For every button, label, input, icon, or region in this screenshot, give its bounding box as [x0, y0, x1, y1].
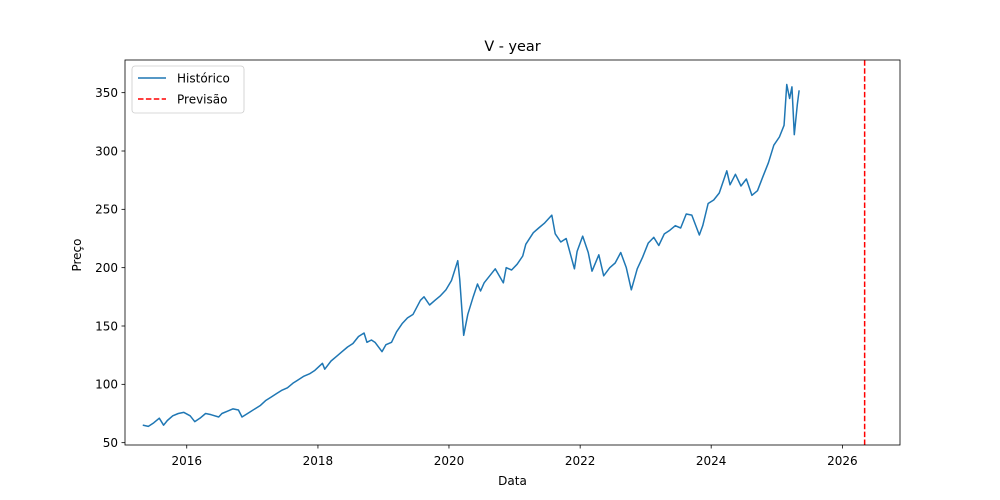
x-axis-label: Data — [498, 474, 527, 488]
x-tick-label: 2024 — [696, 454, 727, 468]
y-tick-label: 300 — [95, 144, 118, 158]
y-tick-label: 350 — [95, 86, 118, 100]
y-tick-label: 200 — [95, 261, 118, 275]
plot-frame — [124, 59, 901, 446]
legend: Histórico Previsão — [131, 65, 245, 114]
x-tick-label: 2016 — [171, 454, 202, 468]
y-tick-label: 150 — [95, 319, 118, 333]
x-tick-label: 2020 — [434, 454, 465, 468]
y-tick-label: 250 — [95, 203, 118, 217]
x-tick-label: 2026 — [827, 454, 858, 468]
x-tick-label: 2022 — [565, 454, 596, 468]
series-line-historico — [142, 83, 800, 428]
y-tick-label: 50 — [103, 436, 118, 450]
y-tick-label: 100 — [95, 378, 118, 392]
legend-label-historico: Histórico — [177, 72, 230, 86]
y-axis-label: Preço — [70, 238, 84, 271]
chart-title: V - year — [484, 39, 540, 55]
legend-label-previsao: Previsão — [177, 93, 227, 107]
x-tick-label: 2018 — [303, 454, 334, 468]
